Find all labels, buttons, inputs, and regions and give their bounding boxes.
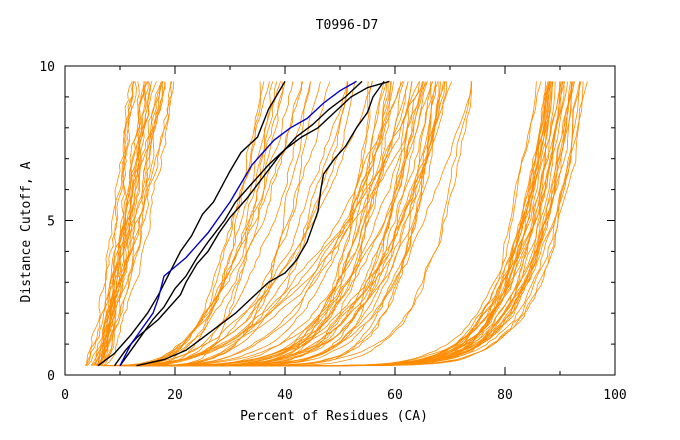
x-tick-label-40: 40 <box>277 388 293 403</box>
model-curve-bulge-right-75 <box>130 81 413 367</box>
model-curve-mid-30 <box>107 81 404 367</box>
model-curve-steep-left-17 <box>91 81 162 366</box>
x-tick-label-0: 0 <box>61 388 69 403</box>
curves-layer <box>84 81 588 367</box>
x-tick-label-100: 100 <box>603 388 626 403</box>
model-curve-steep-left-24 <box>95 81 135 367</box>
model-curve-mid-53 <box>150 81 274 367</box>
model-curve-bulge-right-81 <box>146 81 436 367</box>
model-curve-bulge-right-69 <box>153 81 432 367</box>
model-curve-bulge-right-84 <box>145 81 439 367</box>
y-tick-label-0: 0 <box>47 369 55 384</box>
model-curve-right-edge-110 <box>138 81 573 367</box>
x-axis-label: Percent of Residues (CA) <box>240 409 428 424</box>
model-blue <box>119 80 357 367</box>
model-curve-right-edge-118 <box>154 81 546 367</box>
model-curve-steep-left-11 <box>95 81 173 367</box>
model-curve-mid-46 <box>152 81 402 367</box>
model-curve-right-edge-85 <box>141 81 553 367</box>
model-curve-mid-28 <box>141 81 321 367</box>
model-curve-steep-left-19 <box>90 81 175 366</box>
y-axis-label: Distance Cutoff, A <box>19 161 34 302</box>
model-curve-mid-48 <box>142 81 349 367</box>
model-curve-mid-38 <box>121 81 304 367</box>
model-curve-bulge-right-72 <box>150 81 428 367</box>
x-tick-label-60: 60 <box>387 388 403 403</box>
model-black-3 <box>136 80 385 367</box>
model-curve-bulge-right-77 <box>138 81 472 367</box>
model-black-2 <box>113 80 363 367</box>
y-tick-label-10: 10 <box>39 60 55 75</box>
chart-title: T0996-D7 <box>316 18 379 33</box>
model-curve-steep-left-7 <box>100 81 133 366</box>
model-curve-bulge-right-66 <box>121 81 440 367</box>
model-curve-steep-left-14 <box>84 81 149 366</box>
model-curve-mid-58 <box>117 81 331 367</box>
model-curve-mid-47 <box>107 81 281 367</box>
model-curve-bulge-right-74 <box>149 81 369 367</box>
model-curve-mid-49 <box>124 81 424 367</box>
highlight-curves-layer <box>97 80 390 367</box>
model-curve-right-edge-100 <box>160 81 552 367</box>
model-curve-mid-59 <box>125 81 356 367</box>
model-curve-right-edge-119 <box>162 81 550 367</box>
model-curve-steep-left-21 <box>86 81 157 366</box>
model-curve-right-edge-108 <box>157 81 551 367</box>
model-curve-steep-left-12 <box>100 81 163 366</box>
model-curve-mid-45 <box>141 81 409 367</box>
model-curve-mid-57 <box>139 81 265 367</box>
model-curve-mid-41 <box>153 81 409 367</box>
model-curve-bulge-right-71 <box>138 81 413 367</box>
model-curve-mid-29 <box>136 81 392 367</box>
axis-ticks: 0 20 40 60 80 100 0 5 10 <box>39 60 626 403</box>
model-black-4 <box>119 80 390 367</box>
x-tick-label-80: 80 <box>497 388 513 403</box>
model-curve-bulge-right-60 <box>136 81 394 367</box>
model-curve-steep-left-23 <box>85 81 134 366</box>
model-curve-mid-52 <box>118 81 311 367</box>
model-curve-steep-left-22 <box>94 81 137 366</box>
model-curve-mid-27 <box>118 81 434 367</box>
model-curve-steep-left-9 <box>86 81 166 366</box>
model-curve-mid-31 <box>103 81 428 367</box>
model-curve-bulge-right-63 <box>144 81 405 367</box>
model-curve-mid-44 <box>147 81 286 367</box>
model-curve-bulge-right-76 <box>132 81 426 367</box>
model-curve-mid-25 <box>103 81 261 367</box>
model-curve-right-edge-111 <box>163 81 573 367</box>
model-curve-mid-42 <box>120 81 424 367</box>
model-curve-bulge-right-70 <box>120 81 442 367</box>
model-curve-steep-left-20 <box>93 81 166 366</box>
model-curve-mid-33 <box>122 81 420 367</box>
model-curve-mid-50 <box>101 81 388 367</box>
model-curve-steep-left-10 <box>95 81 135 366</box>
model-curve-bulge-right-65 <box>152 81 391 367</box>
model-curve-mid-35 <box>119 81 270 367</box>
model-curve-bulge-right-80 <box>139 81 473 367</box>
model-curve-right-edge-116 <box>138 81 581 367</box>
model-curve-right-edge-112 <box>159 81 588 367</box>
model-curve-steep-left-15 <box>97 81 164 366</box>
model-curve-bulge-right-83 <box>148 81 448 367</box>
y-tick-label-5: 5 <box>47 215 55 230</box>
model-curve-mid-34 <box>112 81 284 367</box>
model-curve-steep-left-4 <box>95 81 148 366</box>
model-curve-steep-left-18 <box>104 81 172 367</box>
model-curve-right-edge-106 <box>136 81 542 367</box>
model-curve-mid-56 <box>131 81 348 367</box>
model-black-1 <box>97 81 286 367</box>
model-curve-steep-left-8 <box>98 81 140 366</box>
x-tick-label-20: 20 <box>167 388 183 403</box>
